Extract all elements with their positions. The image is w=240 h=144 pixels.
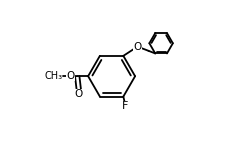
Text: O: O [133,42,142,52]
Text: O: O [74,89,82,99]
Text: O: O [66,71,74,81]
Text: F: F [122,101,128,111]
Text: CH₃: CH₃ [44,71,62,81]
